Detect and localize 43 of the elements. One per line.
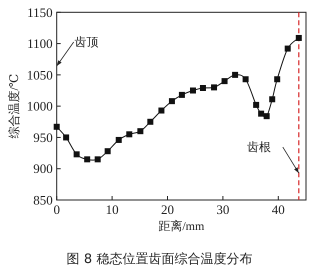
y-axis-title: 综合温度/℃ (7, 74, 21, 139)
point (232, 72, 238, 78)
x-axis-title: 距离/mm (158, 219, 206, 233)
point (264, 113, 270, 120)
y-tick-label: 900 (33, 161, 53, 176)
point (168, 98, 175, 104)
caption: 图 8 稳态位置齿面综合温度分布 (66, 251, 252, 267)
y-tick-label: 1150 (27, 4, 53, 20)
y-tick-label: 850 (33, 192, 53, 208)
point (116, 136, 122, 143)
x-tick-label: 20 (161, 202, 174, 217)
point (274, 76, 280, 82)
x-tick-label: 40 (272, 202, 285, 217)
point (200, 85, 206, 92)
point (284, 46, 291, 52)
y-tick-label: 1000 (26, 98, 53, 114)
point (104, 148, 111, 154)
point (269, 96, 276, 102)
point (178, 92, 185, 98)
point (147, 118, 154, 125)
annotation: 齿顶 (74, 35, 99, 49)
x-tick-label: 0 (53, 202, 60, 217)
point (158, 108, 164, 114)
y-tick-label: 1100 (27, 36, 53, 52)
point (63, 134, 70, 140)
point (296, 34, 302, 41)
point (190, 88, 196, 94)
x-tick-label: 30 (216, 202, 230, 217)
point (137, 128, 144, 134)
point (84, 156, 90, 162)
point (242, 76, 249, 82)
y-tick-label: 1050 (26, 67, 53, 82)
point (222, 78, 228, 84)
point (211, 84, 218, 90)
x-tick-label: 10 (106, 202, 119, 217)
point (74, 151, 80, 158)
annotation: 齿根 (246, 140, 271, 154)
point (54, 124, 60, 130)
point (94, 156, 101, 162)
point (258, 110, 264, 117)
point (253, 102, 260, 108)
point (126, 131, 132, 138)
y-tick-label: 950 (33, 130, 53, 145)
